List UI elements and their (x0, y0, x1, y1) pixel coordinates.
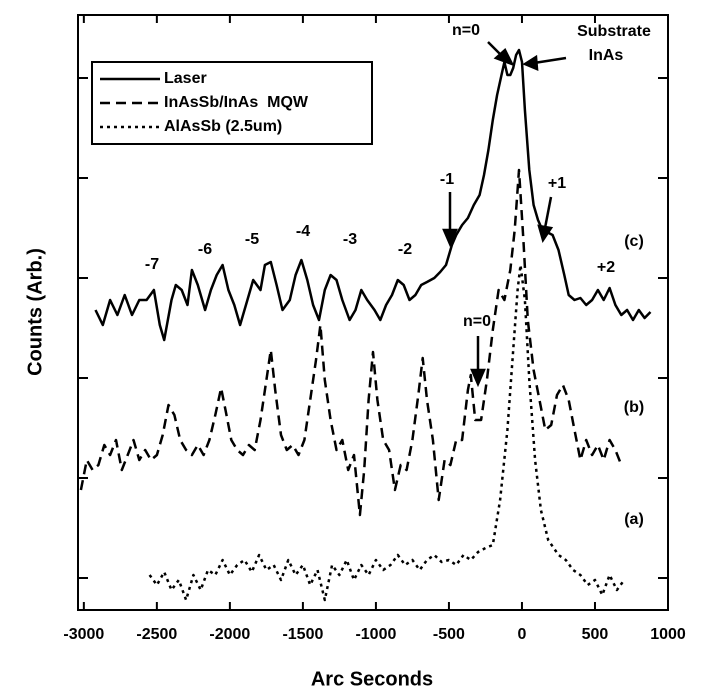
legend-label: Laser (164, 70, 207, 87)
y-axis-label: Counts (Arb.) (24, 248, 46, 376)
annotation: -1 (440, 171, 454, 188)
legend-label: AlAsSb (2.5um) (164, 118, 282, 135)
x-tick-label: -500 (433, 626, 465, 643)
legend-box (91, 61, 373, 145)
x-tick-label: 0 (518, 626, 527, 643)
annotation: (a) (624, 511, 644, 528)
annotation: +2 (597, 259, 615, 276)
annotation: -7 (145, 256, 159, 273)
x-tick-label: -2500 (136, 626, 177, 643)
x-tick-label: -2000 (209, 626, 250, 643)
x-axis-label: Arc Seconds (311, 668, 433, 690)
annotation: Substrate (577, 23, 651, 40)
annotation: -2 (398, 241, 412, 258)
x-tick-label: 1000 (650, 626, 686, 643)
annotation: n=0 (463, 313, 491, 330)
x-tick-label: -1500 (282, 626, 323, 643)
annotation: +1 (548, 175, 566, 192)
plot-frame (77, 14, 669, 611)
annotation: (b) (624, 399, 644, 416)
annotation: -6 (198, 241, 212, 258)
annotation: -5 (245, 231, 259, 248)
series-line (79, 168, 623, 517)
legend-label: InAsSb/InAs MQW (164, 94, 309, 111)
x-tick-label: -3000 (63, 626, 104, 643)
arrows (442, 41, 567, 388)
annotation: InAs (589, 47, 624, 64)
annotation: -3 (343, 231, 357, 248)
x-tick-label: 500 (582, 626, 609, 643)
series-line (148, 263, 626, 602)
annotation: (c) (624, 233, 644, 250)
series-line (94, 48, 652, 342)
x-tick-label: -1000 (355, 626, 396, 643)
annotation: n=0 (452, 22, 480, 39)
annotation: -4 (296, 223, 310, 240)
